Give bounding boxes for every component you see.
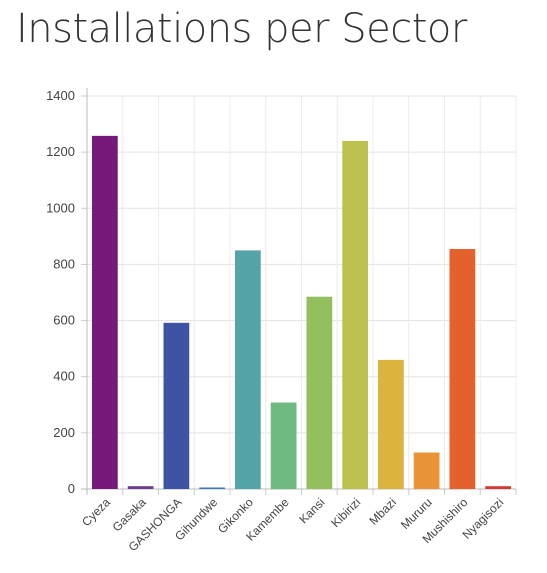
y-tick-label: 0 [68,481,75,496]
bar-mbazi [378,359,404,489]
y-tick-label: 1400 [46,88,75,103]
chart-title: Installations per Sector [16,6,467,52]
bar-gashonga [163,322,190,489]
grid [87,95,517,489]
bar-kamembe [270,402,297,489]
axes [81,88,517,495]
bar-gasaka [127,486,154,489]
bar-gikonko [235,250,261,489]
bar-nyagisozi [485,486,511,489]
y-tick-label: 1200 [46,144,75,159]
x-tick-label: Mbazi [366,495,399,528]
y-tick-label: 200 [53,425,75,440]
bar-mururu [413,452,440,489]
bar-kansi [306,296,333,489]
x-tick-label: Kibirizi [328,495,363,530]
x-tick-label: Cyeza [79,495,113,529]
x-tick-label: Kansi [296,495,327,526]
y-tick-label: 400 [53,369,75,384]
bar-kibirizi [342,140,368,489]
bars [92,135,511,489]
bar-gihundwe [199,487,225,489]
y-tick-label: 800 [53,256,75,271]
y-tick-label: 1000 [46,200,75,215]
bar-cyeza [92,135,118,489]
bar-mushishiro [449,248,476,489]
x-tick-labels: CyezaGasakaGASHONGAGihundweGikonkoKamemb… [79,495,506,554]
y-tick-labels: 0 200 400 600 800 1000 1200 1400 [46,88,75,496]
y-tick-label: 600 [53,313,75,328]
